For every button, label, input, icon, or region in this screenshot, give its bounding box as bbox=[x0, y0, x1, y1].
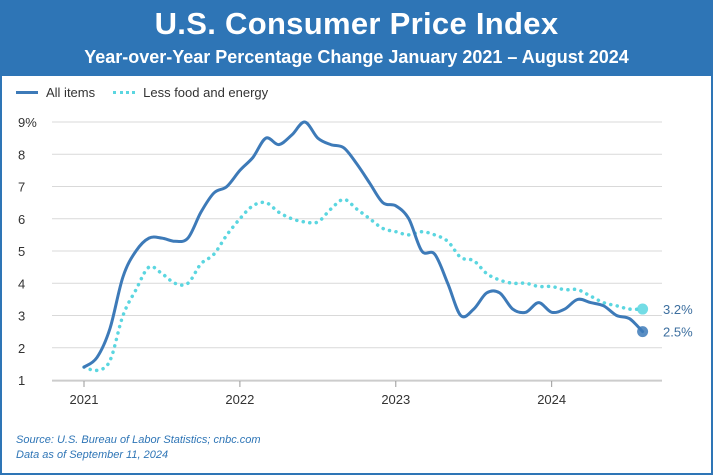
x-tick-label: 2021 bbox=[70, 392, 99, 407]
y-tick-label: 3 bbox=[18, 309, 25, 324]
end-point-core bbox=[637, 303, 649, 315]
x-tick-label: 2022 bbox=[225, 392, 254, 407]
y-tick-label: 6 bbox=[18, 212, 25, 227]
y-tick-label: 9% bbox=[18, 115, 37, 130]
x-tick-label: 2024 bbox=[537, 392, 566, 407]
y-tick-label: 5 bbox=[18, 244, 25, 259]
data-date: Data as of September 11, 2024 bbox=[16, 449, 169, 461]
y-tick-label: 1 bbox=[18, 373, 25, 388]
legend-swatch-dotted bbox=[113, 91, 136, 94]
y-tick-label: 2 bbox=[18, 341, 25, 356]
series-line-core bbox=[82, 197, 645, 373]
end-label-all-items: 2.5% bbox=[663, 325, 693, 340]
chart-title: U.S. Consumer Price Index bbox=[154, 6, 559, 41]
series-line-all-items bbox=[82, 120, 645, 369]
end-label-core: 3.2% bbox=[663, 302, 693, 317]
y-tick-label: 7 bbox=[18, 180, 25, 195]
source-text: Source: U.S. Bureau of Labor Statistics;… bbox=[16, 434, 261, 446]
legend-item-core: Less food and energy bbox=[113, 85, 268, 100]
title-banner: U.S. Consumer Price Index Year-over-Year… bbox=[2, 2, 711, 76]
y-tick-label: 8 bbox=[18, 147, 25, 162]
legend-swatch-solid bbox=[16, 91, 38, 94]
source-note: Source: U.S. Bureau of Labor Statistics;… bbox=[16, 433, 261, 463]
y-tick-label: 4 bbox=[18, 276, 25, 291]
legend: All items Less food and energy bbox=[16, 85, 286, 100]
end-point-all-items bbox=[637, 326, 649, 338]
legend-label: All items bbox=[46, 85, 96, 100]
x-tick-label: 2023 bbox=[381, 392, 410, 407]
chart-subtitle: Year-over-Year Percentage Change January… bbox=[84, 47, 629, 67]
legend-item-all-items: All items bbox=[16, 85, 95, 100]
legend-label: Less food and energy bbox=[143, 85, 269, 100]
